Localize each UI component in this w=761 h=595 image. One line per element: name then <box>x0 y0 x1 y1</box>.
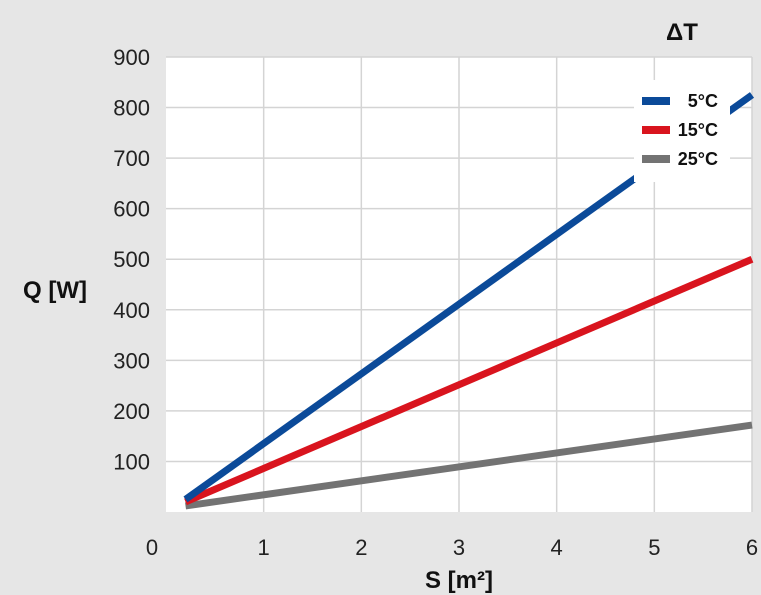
y-tick-label: 600 <box>113 197 150 222</box>
legend-swatch <box>642 97 670 105</box>
x-tick-label: 1 <box>258 535 270 560</box>
legend-label: 25°C <box>678 149 718 169</box>
y-tick-label: 400 <box>113 298 150 323</box>
y-axis-title: Q [W] <box>23 277 87 304</box>
y-tick-label: 200 <box>113 399 150 424</box>
series-line <box>184 256 754 506</box>
y-tick-label: 100 <box>113 449 150 474</box>
y-tick-label: 700 <box>113 146 150 171</box>
grid-lines <box>166 56 753 512</box>
legend: 5°C 15°C 25°C <box>634 80 730 182</box>
chart-title: ΔT <box>666 19 698 46</box>
legend-swatch <box>642 126 670 134</box>
x-tick-label: 3 <box>453 535 465 560</box>
x-tick-labels: 0 1 2 3 4 5 6 <box>146 535 758 560</box>
y-tick-label: 500 <box>113 247 150 272</box>
x-tick-label: 0 <box>146 535 158 560</box>
x-tick-label: 2 <box>355 535 367 560</box>
x-axis-title: S [m²] <box>425 567 493 594</box>
legend-label: 5°C <box>688 91 718 111</box>
series-line <box>185 421 753 510</box>
legend-label: 15°C <box>678 120 718 140</box>
x-tick-label: 4 <box>551 535 563 560</box>
x-tick-label: 5 <box>648 535 660 560</box>
y-tick-label: 300 <box>113 348 150 373</box>
y-tick-labels: 100 200 300 400 500 600 700 800 900 <box>113 45 150 474</box>
y-tick-label: 800 <box>113 96 150 121</box>
x-tick-label: 6 <box>746 535 758 560</box>
legend-swatch <box>642 155 670 163</box>
y-tick-label: 900 <box>113 45 150 70</box>
